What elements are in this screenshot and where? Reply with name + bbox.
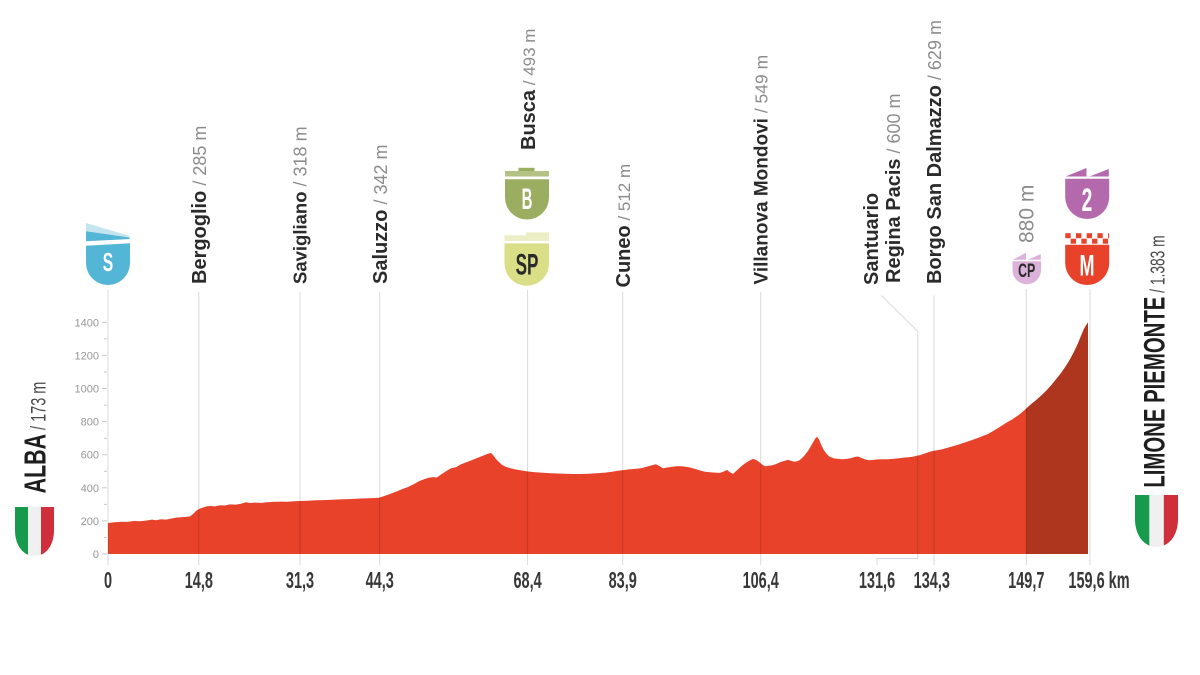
svg-text:1200: 1200 — [75, 350, 99, 362]
svg-text:31,3: 31,3 — [286, 569, 314, 594]
svg-text:880 m: 880 m — [1016, 185, 1039, 243]
svg-text:1400: 1400 — [75, 317, 99, 329]
svg-text:Cuneo / 512 m: Cuneo / 512 m — [613, 164, 635, 288]
svg-text:400: 400 — [81, 483, 99, 495]
svg-text:44,3: 44,3 — [366, 569, 394, 594]
svg-text:0: 0 — [93, 549, 99, 561]
svg-text:SP: SP — [516, 249, 539, 282]
svg-text:Santuario: Santuario — [861, 193, 883, 285]
svg-text:LIMONE PIEMONTE / 1.383 m: LIMONE PIEMONTE / 1.383 m — [1139, 235, 1172, 487]
svg-text:ALBA / 173 m: ALBA / 173 m — [18, 382, 53, 494]
svg-text:0: 0 — [104, 569, 112, 594]
svg-text:2: 2 — [1082, 182, 1093, 218]
svg-text:B: B — [522, 184, 533, 217]
svg-text:M: M — [1080, 250, 1095, 283]
svg-text:Villanova Mondovi / 549 m: Villanova Mondovi / 549 m — [751, 55, 772, 285]
svg-text:106,4: 106,4 — [743, 569, 779, 594]
svg-text:600: 600 — [81, 450, 99, 462]
svg-text:Busca / 493 m: Busca / 493 m — [518, 29, 540, 150]
svg-text:Savigliano / 318 m: Savigliano / 318 m — [290, 126, 311, 284]
svg-text:Bergoglio / 285 m: Bergoglio / 285 m — [189, 126, 211, 284]
svg-text:Regina Pacis / 600 m: Regina Pacis / 600 m — [883, 93, 905, 283]
svg-text:68,4: 68,4 — [514, 569, 542, 594]
svg-text:83,9: 83,9 — [609, 569, 637, 594]
svg-text:CP: CP — [1018, 260, 1035, 281]
svg-text:S: S — [103, 248, 113, 277]
svg-text:149,7: 149,7 — [1008, 569, 1044, 594]
svg-text:159,6 km: 159,6 km — [1068, 569, 1129, 594]
svg-text:Borgo San Dalmazzo / 629 m: Borgo San Dalmazzo / 629 m — [924, 20, 946, 284]
svg-text:200: 200 — [81, 516, 99, 528]
svg-text:1000: 1000 — [75, 384, 99, 396]
svg-text:134,3: 134,3 — [914, 569, 950, 594]
svg-text:131,6: 131,6 — [859, 569, 895, 594]
svg-text:Saluzzo / 342 m: Saluzzo / 342 m — [370, 145, 392, 284]
svg-text:14,8: 14,8 — [185, 569, 213, 594]
svg-text:800: 800 — [81, 417, 99, 429]
